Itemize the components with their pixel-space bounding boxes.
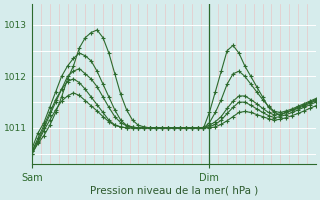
- X-axis label: Pression niveau de la mer( hPa ): Pression niveau de la mer( hPa ): [90, 186, 258, 196]
